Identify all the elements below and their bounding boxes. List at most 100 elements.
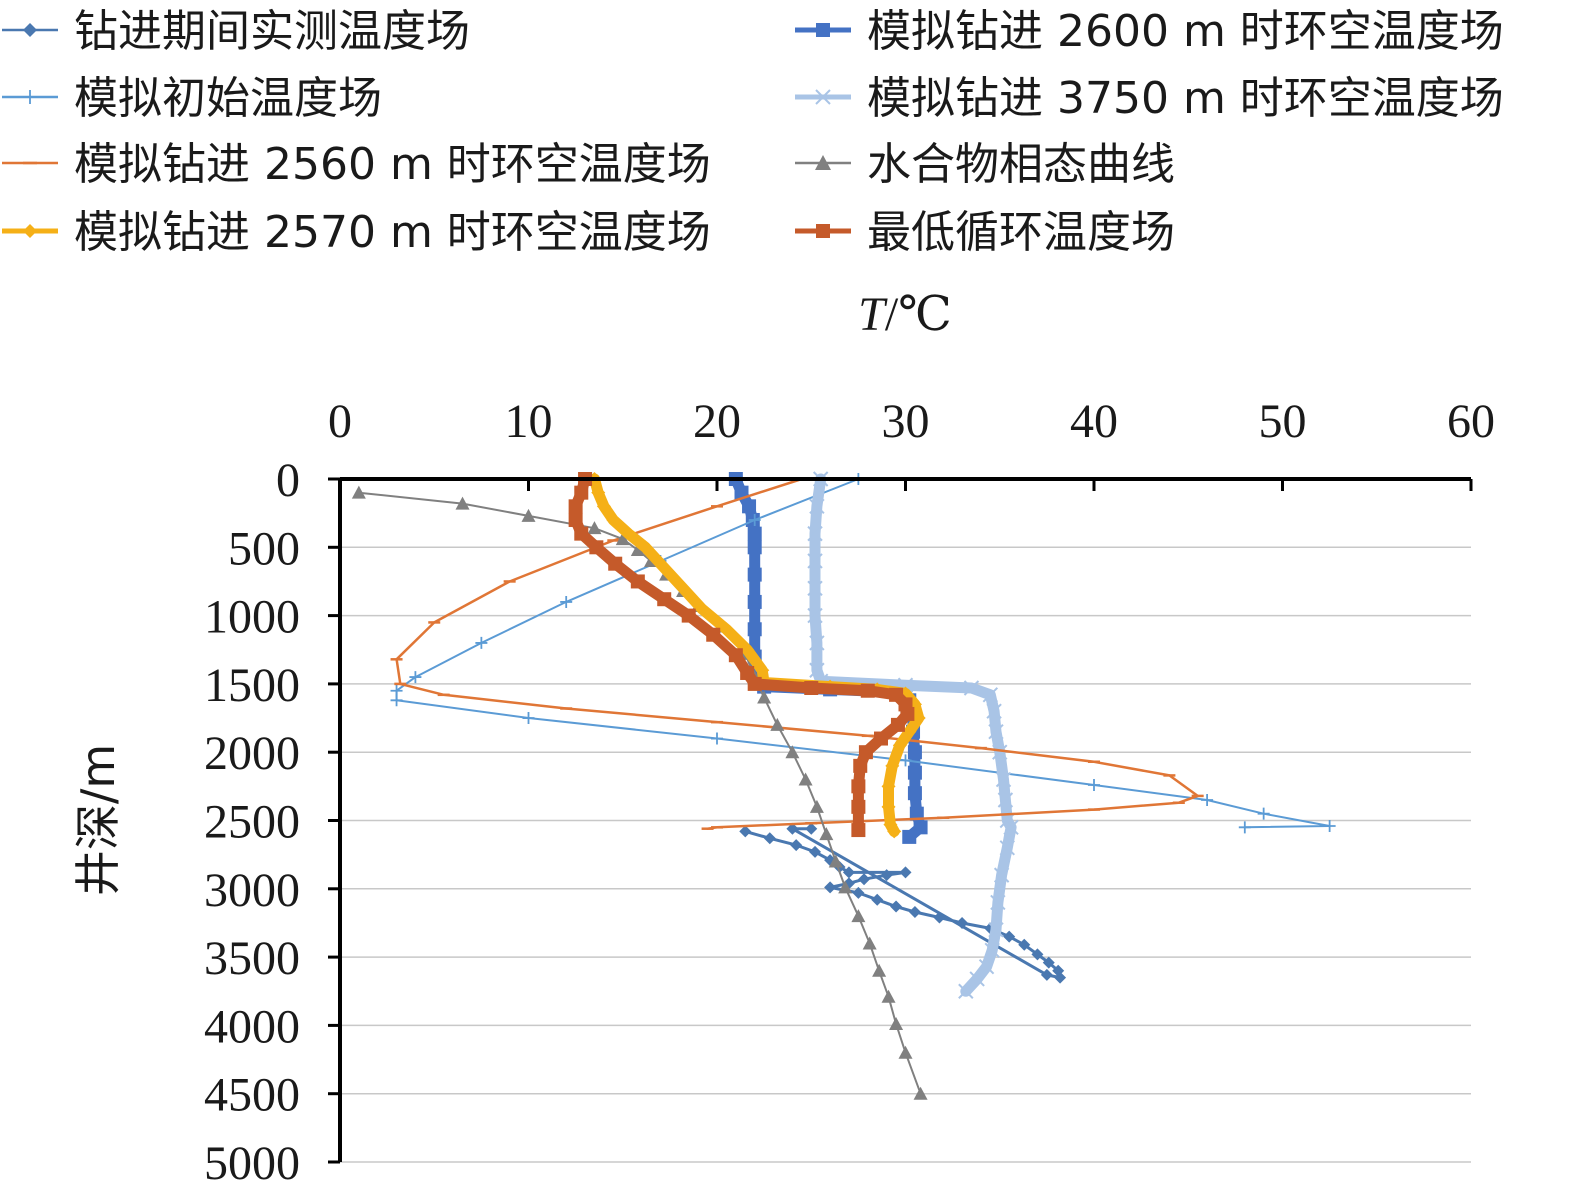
data-point (790, 839, 803, 852)
data-point (872, 963, 887, 977)
data-point (992, 744, 1008, 760)
data-point (747, 622, 762, 637)
data-point (521, 508, 536, 522)
x-tick-label: 30 (882, 395, 930, 448)
data-point (807, 607, 823, 624)
data-point (711, 732, 723, 745)
y-tick-label: 2500 (204, 796, 300, 849)
data-point (589, 540, 604, 555)
data-point (804, 680, 819, 695)
data-point (798, 772, 813, 786)
data-point (608, 556, 623, 571)
data-point (1201, 794, 1214, 807)
data-point (757, 690, 772, 704)
data-point (390, 694, 403, 707)
data-point (978, 958, 995, 975)
data-point (851, 799, 866, 814)
data-point (747, 676, 762, 691)
plot-series (351, 471, 1336, 1100)
axes: 0 10 20 30 40 50 60 0 500 1000 1500 2000 2500 3000 350… (204, 395, 1495, 1190)
data-point (630, 543, 645, 557)
data-point (990, 894, 1006, 911)
data-point (899, 754, 912, 767)
data-point (676, 581, 691, 596)
data-point (747, 594, 762, 609)
x-tick-label: 40 (1070, 395, 1118, 448)
data-point (887, 824, 902, 839)
data-point (747, 540, 762, 555)
data-point (681, 608, 696, 623)
data-point (522, 712, 535, 725)
data-point (933, 911, 946, 924)
data-point (873, 731, 888, 746)
data-point (890, 900, 903, 913)
data-point (824, 881, 837, 894)
data-point (892, 738, 907, 753)
data-point (902, 724, 917, 739)
y-tick-label: 2000 (204, 727, 300, 780)
legend-swatch-marker (816, 224, 830, 238)
data-point (963, 680, 980, 696)
data-point (982, 687, 999, 703)
data-point (739, 825, 752, 838)
x-tick-label: 50 (1259, 395, 1307, 448)
data-point (809, 635, 825, 651)
data-point (956, 916, 969, 929)
data-point (694, 601, 709, 616)
data-point (1040, 968, 1053, 981)
legend-item: 钻进期间实测温度场 (2, 6, 470, 57)
legend-label: 模拟钻进 2600 m 时环空温度场 (867, 6, 1504, 57)
grid-lines (340, 546, 1471, 1163)
data-point (986, 703, 1002, 719)
data-point (851, 909, 866, 923)
data-point (828, 854, 843, 868)
x-tick-label: 0 (328, 395, 352, 448)
y-tick-label: 4000 (204, 1000, 300, 1053)
data-point (763, 832, 776, 845)
data-point (591, 485, 606, 500)
x-axis-title: T/℃ (858, 288, 952, 341)
data-point (455, 496, 470, 510)
data-point (911, 711, 926, 726)
legend-swatch-marker (816, 23, 830, 37)
data-point (885, 758, 900, 773)
legend-item: 模拟钻进 2560 m 时环空温度场 (2, 139, 711, 190)
data-point (889, 1017, 904, 1031)
data-point (858, 745, 873, 760)
legend-swatch-marker (23, 23, 37, 37)
legend-label: 模拟钻进 2570 m 时环空温度场 (74, 207, 711, 258)
x-tick-label: 20 (693, 395, 741, 448)
data-point (568, 512, 583, 527)
y-tick-label: 0 (276, 454, 300, 507)
data-point (907, 745, 922, 760)
data-point (621, 526, 636, 541)
data-point (785, 745, 800, 759)
legend-item: 模拟钻进 2570 m 时环空温度场 (2, 207, 711, 258)
data-point (740, 642, 755, 657)
legend-swatch-marker (815, 89, 831, 105)
legend-label: 钻进期间实测温度场 (74, 6, 470, 57)
data-point (748, 513, 761, 526)
data-point (902, 829, 917, 844)
data-point (786, 822, 799, 835)
data-point (755, 663, 770, 678)
legend-item: 最低循环温度场 (795, 207, 1175, 258)
legend-label: 模拟初始温度场 (74, 73, 382, 124)
data-point (1238, 821, 1251, 834)
data-point (819, 827, 834, 841)
data-point (838, 880, 853, 894)
legend-swatch-marker (23, 90, 37, 104)
legend-label: 最低循环温度场 (867, 207, 1175, 258)
data-point (842, 866, 855, 879)
data-point (999, 840, 1015, 856)
y-tick-label: 1500 (204, 659, 300, 712)
data-point (852, 886, 865, 899)
data-point (1042, 956, 1055, 969)
legend-label: 模拟钻进 2560 m 时环空温度场 (74, 139, 711, 190)
data-point (851, 779, 866, 794)
data-point (475, 636, 488, 649)
legend-item: 模拟初始温度场 (2, 73, 382, 124)
data-point (913, 820, 928, 835)
